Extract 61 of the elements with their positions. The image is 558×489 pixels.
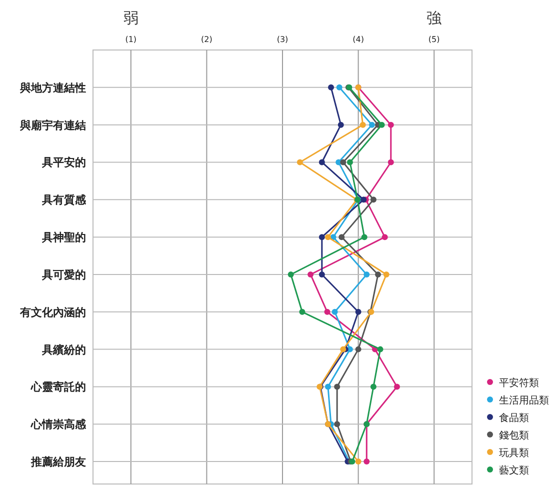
legend-label: 藝文類 (499, 464, 529, 476)
y-tick-label: 推薦給朋友 (30, 456, 86, 469)
point (375, 271, 382, 278)
point (318, 271, 325, 278)
y-tick-label: 具可愛的 (41, 268, 86, 282)
point (361, 234, 368, 240)
y-tick-label: 心情崇高感 (30, 418, 87, 432)
legend-label: 玩具類 (499, 447, 529, 459)
point (299, 308, 306, 315)
point (382, 234, 388, 240)
point (324, 308, 330, 315)
point (324, 384, 331, 390)
y-tick-label: 具神聖的 (41, 231, 86, 244)
x-tick-label: (4) (352, 35, 364, 44)
x-tick-label: (5) (428, 35, 440, 44)
text: 強 (426, 9, 442, 27)
point (378, 122, 385, 128)
point (346, 159, 353, 166)
legend-label: 平安符類 (499, 377, 539, 389)
legend-label: 錢包類 (499, 430, 529, 442)
y-tick-label: 具繽紛的 (41, 343, 86, 356)
point (338, 234, 345, 240)
legend-label: 生活用品類 (499, 394, 549, 406)
point (360, 122, 366, 128)
point (318, 234, 325, 240)
x-tick-label: (1) (125, 35, 137, 44)
point (324, 234, 331, 240)
point (288, 271, 294, 278)
y-tick-label: 有文化內涵的 (19, 306, 86, 319)
x-tick-label: (2) (201, 35, 212, 44)
point (355, 458, 362, 465)
point (355, 308, 362, 315)
point (332, 308, 338, 315)
point (364, 458, 370, 465)
point (364, 271, 370, 278)
legend-label: 食品類 (499, 412, 529, 424)
point (370, 384, 376, 390)
x-tick-label: (3) (276, 35, 288, 44)
point (383, 271, 390, 278)
y-tick-label: 與地方連結性 (19, 81, 86, 94)
y-tick-label: 具平安的 (41, 156, 86, 170)
point (377, 346, 384, 352)
point (355, 346, 362, 352)
point (370, 196, 376, 203)
point (388, 122, 394, 128)
point (334, 384, 340, 390)
point (394, 384, 400, 390)
y-tick-label: 具有質感 (41, 194, 87, 207)
point (338, 122, 344, 128)
text: 弱 (123, 9, 138, 27)
point (340, 159, 346, 166)
point (328, 84, 334, 90)
y-tick-label: 與廟宇有連結 (19, 118, 86, 132)
y-tick-label: 心靈寄託的 (30, 380, 86, 394)
point (368, 122, 375, 128)
point (318, 159, 325, 166)
point (336, 84, 342, 90)
point (296, 159, 303, 166)
point (308, 271, 314, 278)
point (388, 159, 394, 166)
point (334, 421, 340, 428)
